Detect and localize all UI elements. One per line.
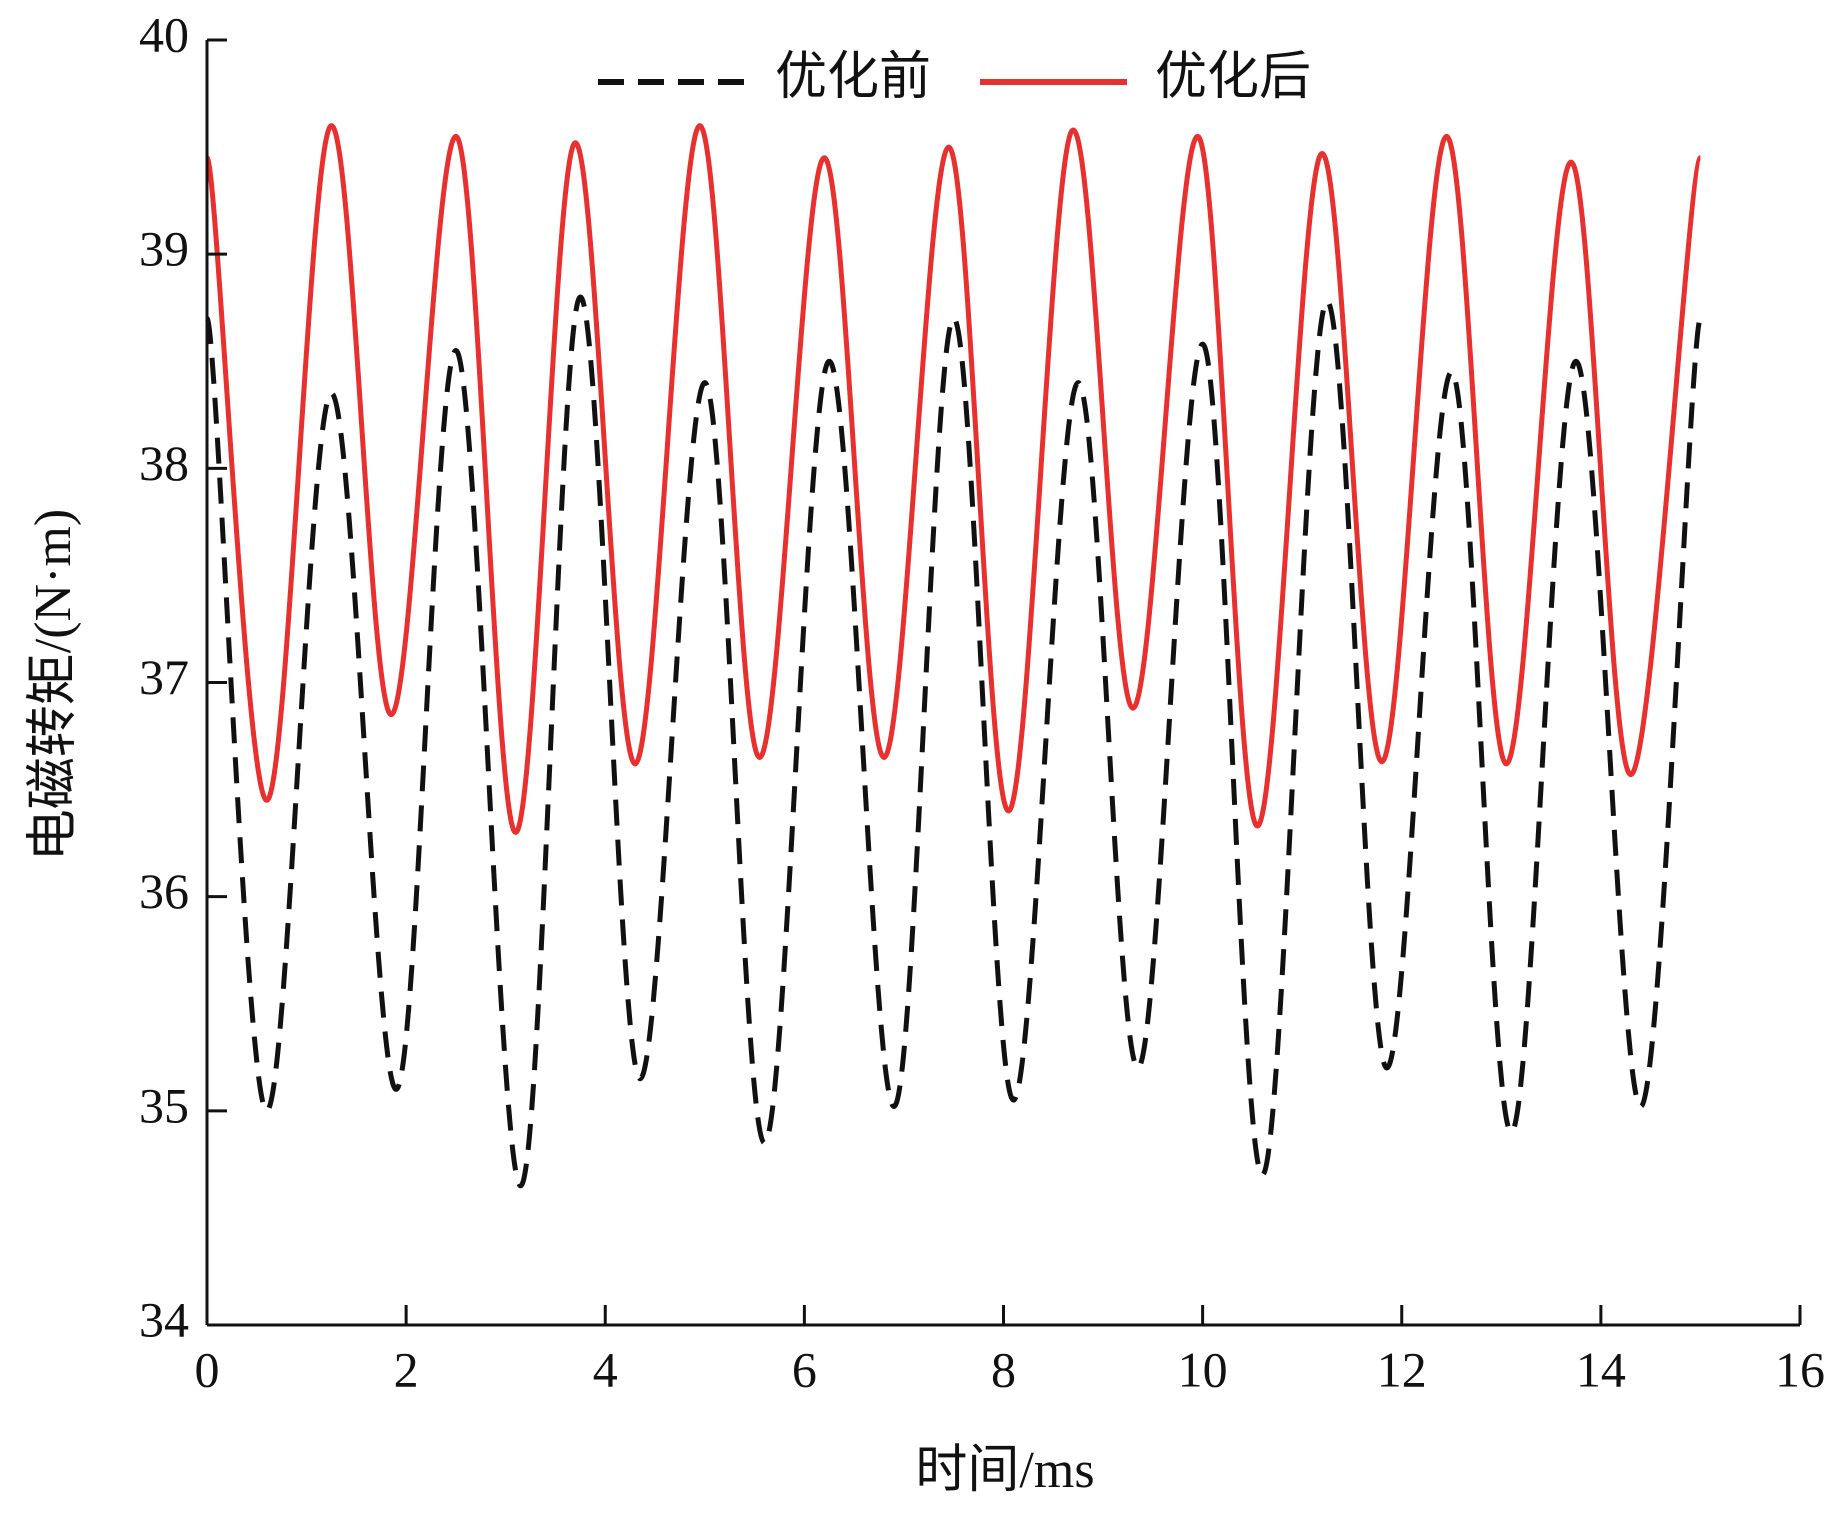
x-tick-label: 0 — [195, 1341, 220, 1397]
x-tick-label: 8 — [991, 1341, 1016, 1397]
x-tick-label: 2 — [394, 1341, 419, 1397]
y-tick-label: 35 — [139, 1077, 189, 1133]
x-tick-label: 12 — [1377, 1341, 1427, 1397]
x-tick-label: 14 — [1576, 1341, 1626, 1397]
series-line-0 — [204, 294, 1703, 1189]
y-tick-label: 36 — [139, 863, 189, 919]
series-line-1 — [204, 123, 1703, 835]
x-tick-label: 4 — [593, 1341, 618, 1397]
x-tick-label: 16 — [1775, 1341, 1825, 1397]
x-tick-label: 10 — [1178, 1341, 1228, 1397]
legend-label-series-0: 优化前 — [775, 49, 931, 106]
y-tick-label: 34 — [139, 1291, 189, 1347]
y-ticks: 34 35 36 37 38 39 40 — [139, 6, 227, 1347]
legend: 优化前 优化后 — [598, 49, 1311, 106]
y-tick-label: 40 — [139, 6, 189, 62]
x-axis-title: 时间/ms — [915, 1442, 1094, 1499]
y-tick-label: 39 — [139, 221, 189, 277]
plot-lines — [204, 123, 1703, 1189]
y-tick-label: 37 — [139, 649, 189, 705]
y-tick-label: 38 — [139, 435, 189, 491]
x-ticks: 0 2 4 6 8 10 12 14 16 — [195, 1305, 1825, 1397]
x-tick-label: 6 — [792, 1341, 817, 1397]
axes — [205, 40, 1800, 1327]
legend-label-series-1: 优化后 — [1155, 49, 1311, 106]
y-axis-title: 电磁转矩/(N·m) — [25, 509, 82, 861]
